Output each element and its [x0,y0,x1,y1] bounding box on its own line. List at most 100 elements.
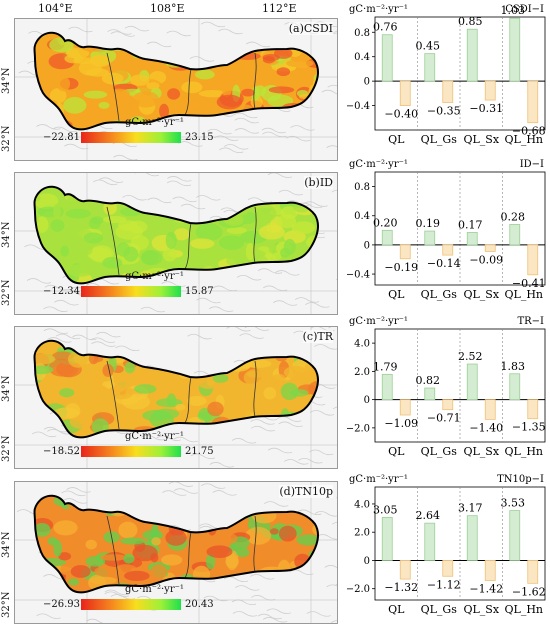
province-boundary [253,52,257,110]
bar-negative-label: −1.12 [427,578,461,591]
region-patch [296,534,318,546]
bar-negative [442,80,454,103]
latitude-label-34: 34°N [1,531,12,558]
bar-negative-label: −0.41 [512,277,546,290]
region-patch [82,495,105,511]
region-patch [293,586,310,593]
region-patch [186,395,207,407]
terrain-stroke [336,278,337,281]
region-patch [222,39,236,58]
terrain-stroke [286,135,311,142]
bar-negative [527,244,539,276]
bar-negative-label: −1.32 [384,581,418,594]
terrain-stroke [332,521,337,525]
terrain-stroke [96,331,121,338]
terrain-stroke [316,534,337,540]
region-patch [306,103,318,119]
terrain-stroke [305,302,330,308]
bar-negative [399,399,411,416]
bar-chart-svg: gC·m⁻²·yr⁻¹ TR−I 4.0 2.0 0 −2.0 1.79 −1.09 QL 0.8… [346,316,546,458]
bar-positive [466,515,478,561]
region-patch [259,269,280,282]
region-patch [268,86,295,94]
region-patch [165,529,187,546]
region-patch [317,249,318,262]
terrain-stroke [233,112,258,119]
terrain-stroke [261,127,286,134]
y-axis-unit-label: gC·m⁻²·yr⁻¹ [349,316,408,327]
terrain-stroke [297,509,322,515]
terrain-stroke [54,299,79,306]
region-patch [211,429,234,437]
region-patch [221,81,232,98]
region-patch [58,552,72,561]
bar-negative-label: −1.42 [469,583,503,596]
region-patch [258,566,286,578]
region-patch [83,232,104,244]
terrain-stroke [247,197,273,203]
region-patch [193,211,217,221]
terrain-stroke [180,203,206,210]
region-patch [195,47,216,54]
y-tick-label: −2.0 [347,584,370,595]
bar-negative [484,560,496,581]
y-tick-label: 0.8 [354,28,370,39]
region-patch [178,99,195,108]
region-patch [83,90,108,99]
region-patch [188,500,216,516]
terrain-stroke [277,416,302,422]
colorbar-unit: gC·m⁻²·yr⁻¹ [125,117,184,128]
terrain-stroke [327,84,337,88]
x-category-label: QL_Hn [505,445,544,458]
region-patch [120,537,146,545]
region-patch [69,414,93,430]
terrain-stroke [187,333,212,340]
terrain-stroke [122,194,147,201]
bar-negative [484,80,496,101]
terrain-stroke [257,268,283,274]
region-patch [147,42,166,60]
terrain-stroke [134,173,160,177]
chart-title: TN10p−I [497,474,544,485]
region-outline [33,494,319,594]
region-patch [155,503,176,515]
x-category-label: QL [388,445,405,458]
region-patch [118,521,138,539]
region-patch [65,208,91,219]
region-patch [268,347,280,357]
region-patch [213,190,241,200]
bar-negative [442,560,454,577]
terrain-stroke [173,436,198,443]
region-patch [216,41,238,54]
region-patch [269,528,279,535]
map-panel-id: (b)ID gC·m⁻²·yr⁻¹ −12.34 15.87 [14,172,338,315]
terrain-stroke [223,576,249,583]
region-patch [132,91,159,108]
x-category-label: QL [388,288,405,301]
region-patch [175,42,194,52]
bar-chart-csdi: gC·m⁻²·yr⁻¹ CSDI−I 0.8 0.4 0 −0.4 0.76 −0.40 QL 0… [346,2,547,159]
terrain-stroke [239,333,264,339]
y-tick-label: 0 [364,556,370,567]
chart-title: ID−I [520,159,544,170]
region-patch [151,537,161,546]
region-patch [258,582,267,593]
bar-positive-label: 0.19 [416,217,441,230]
province-boundary [253,515,257,573]
colorbar-max: 15.87 [185,286,214,297]
terrain-stroke [189,56,215,62]
region-patch [317,542,318,552]
terrain-stroke [162,490,187,496]
region-patch [207,520,226,527]
terrain-stroke [26,278,52,284]
region-patch [198,90,227,98]
bar-positive [509,17,521,82]
region-patch [280,247,291,258]
x-category-label: QL_Sx [463,603,499,616]
bar-positive [381,373,393,401]
bar-positive-label: 1.83 [501,360,526,373]
region-patch [254,497,273,512]
y-tick-label: 0.4 [354,211,370,222]
region-outline [33,339,319,439]
y-axis-unit-label: gC·m⁻²·yr⁻¹ [349,159,408,170]
